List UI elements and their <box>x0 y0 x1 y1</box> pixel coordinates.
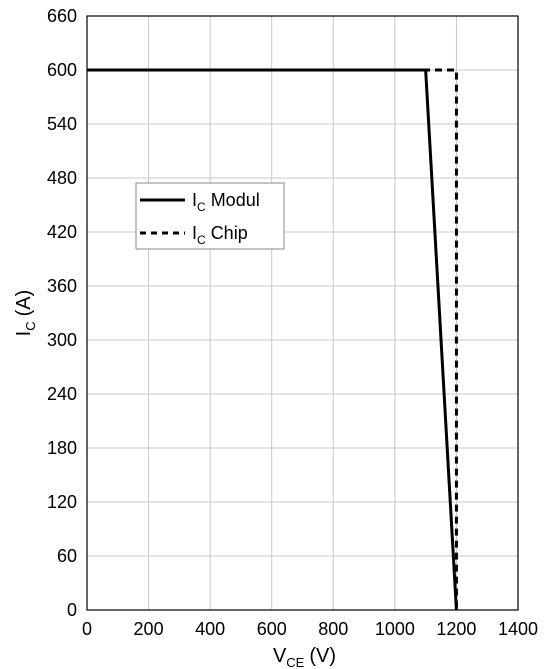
y-tick-label: 360 <box>47 276 77 296</box>
x-tick-label: 800 <box>318 619 348 639</box>
legend-label-modul-sub: C <box>197 200 206 214</box>
x-tick-label: 600 <box>257 619 287 639</box>
x-axis-label-sub: CE <box>286 655 304 669</box>
legend-label-modul: IC Modul <box>192 190 260 214</box>
y-tick-label: 540 <box>47 114 77 134</box>
y-tick-label: 180 <box>47 438 77 458</box>
x-tick-label: 1200 <box>436 619 476 639</box>
x-axis-label-main: V <box>273 645 287 667</box>
y-tick-label: 600 <box>47 60 77 80</box>
x-tick-label: 1000 <box>375 619 415 639</box>
y-tick-label: 0 <box>67 600 77 620</box>
y-axis-label-unit: (A) <box>13 290 35 317</box>
legend-label-modul-rest: Modul <box>211 190 260 210</box>
y-tick-label: 480 <box>47 168 77 188</box>
grid <box>87 16 518 610</box>
y-tick-label: 660 <box>47 6 77 26</box>
legend-label-chip-main: I <box>192 223 197 243</box>
y-axis-label: IC (A) <box>13 290 38 337</box>
legend-label-chip-rest: Chip <box>211 223 248 243</box>
y-tick-label: 300 <box>47 330 77 350</box>
y-tick-label: 60 <box>57 546 77 566</box>
series-layer <box>87 68 458 611</box>
y-tick-labels: 0 60 120 180 240 300 360 420 480 540 600 660 <box>47 6 77 620</box>
x-tick-label: 1400 <box>498 619 538 639</box>
x-tick-label: 400 <box>195 619 225 639</box>
legend-label-modul-main: I <box>192 190 197 210</box>
x-tick-labels: 0 200 400 600 800 1000 1200 1400 <box>82 619 538 639</box>
y-tick-label: 120 <box>47 492 77 512</box>
x-tick-label: 0 <box>82 619 92 639</box>
legend-box <box>135 182 285 250</box>
y-tick-label: 420 <box>47 222 77 242</box>
y-tick-label: 240 <box>47 384 77 404</box>
x-tick-label: 200 <box>134 619 164 639</box>
legend-label-chip-sub: C <box>197 233 206 247</box>
legend: IC Modul IC Chip <box>135 182 285 250</box>
y-axis-label-sub: C <box>23 321 38 330</box>
plot-frame <box>86 15 519 611</box>
x-axis-label: VCE (V) <box>273 645 336 669</box>
y-axis-label-main: I <box>13 331 35 337</box>
x-axis-label-unit: (V) <box>309 645 336 667</box>
legend-label-chip: IC Chip <box>192 223 248 247</box>
series-line-chip <box>87 68 458 610</box>
